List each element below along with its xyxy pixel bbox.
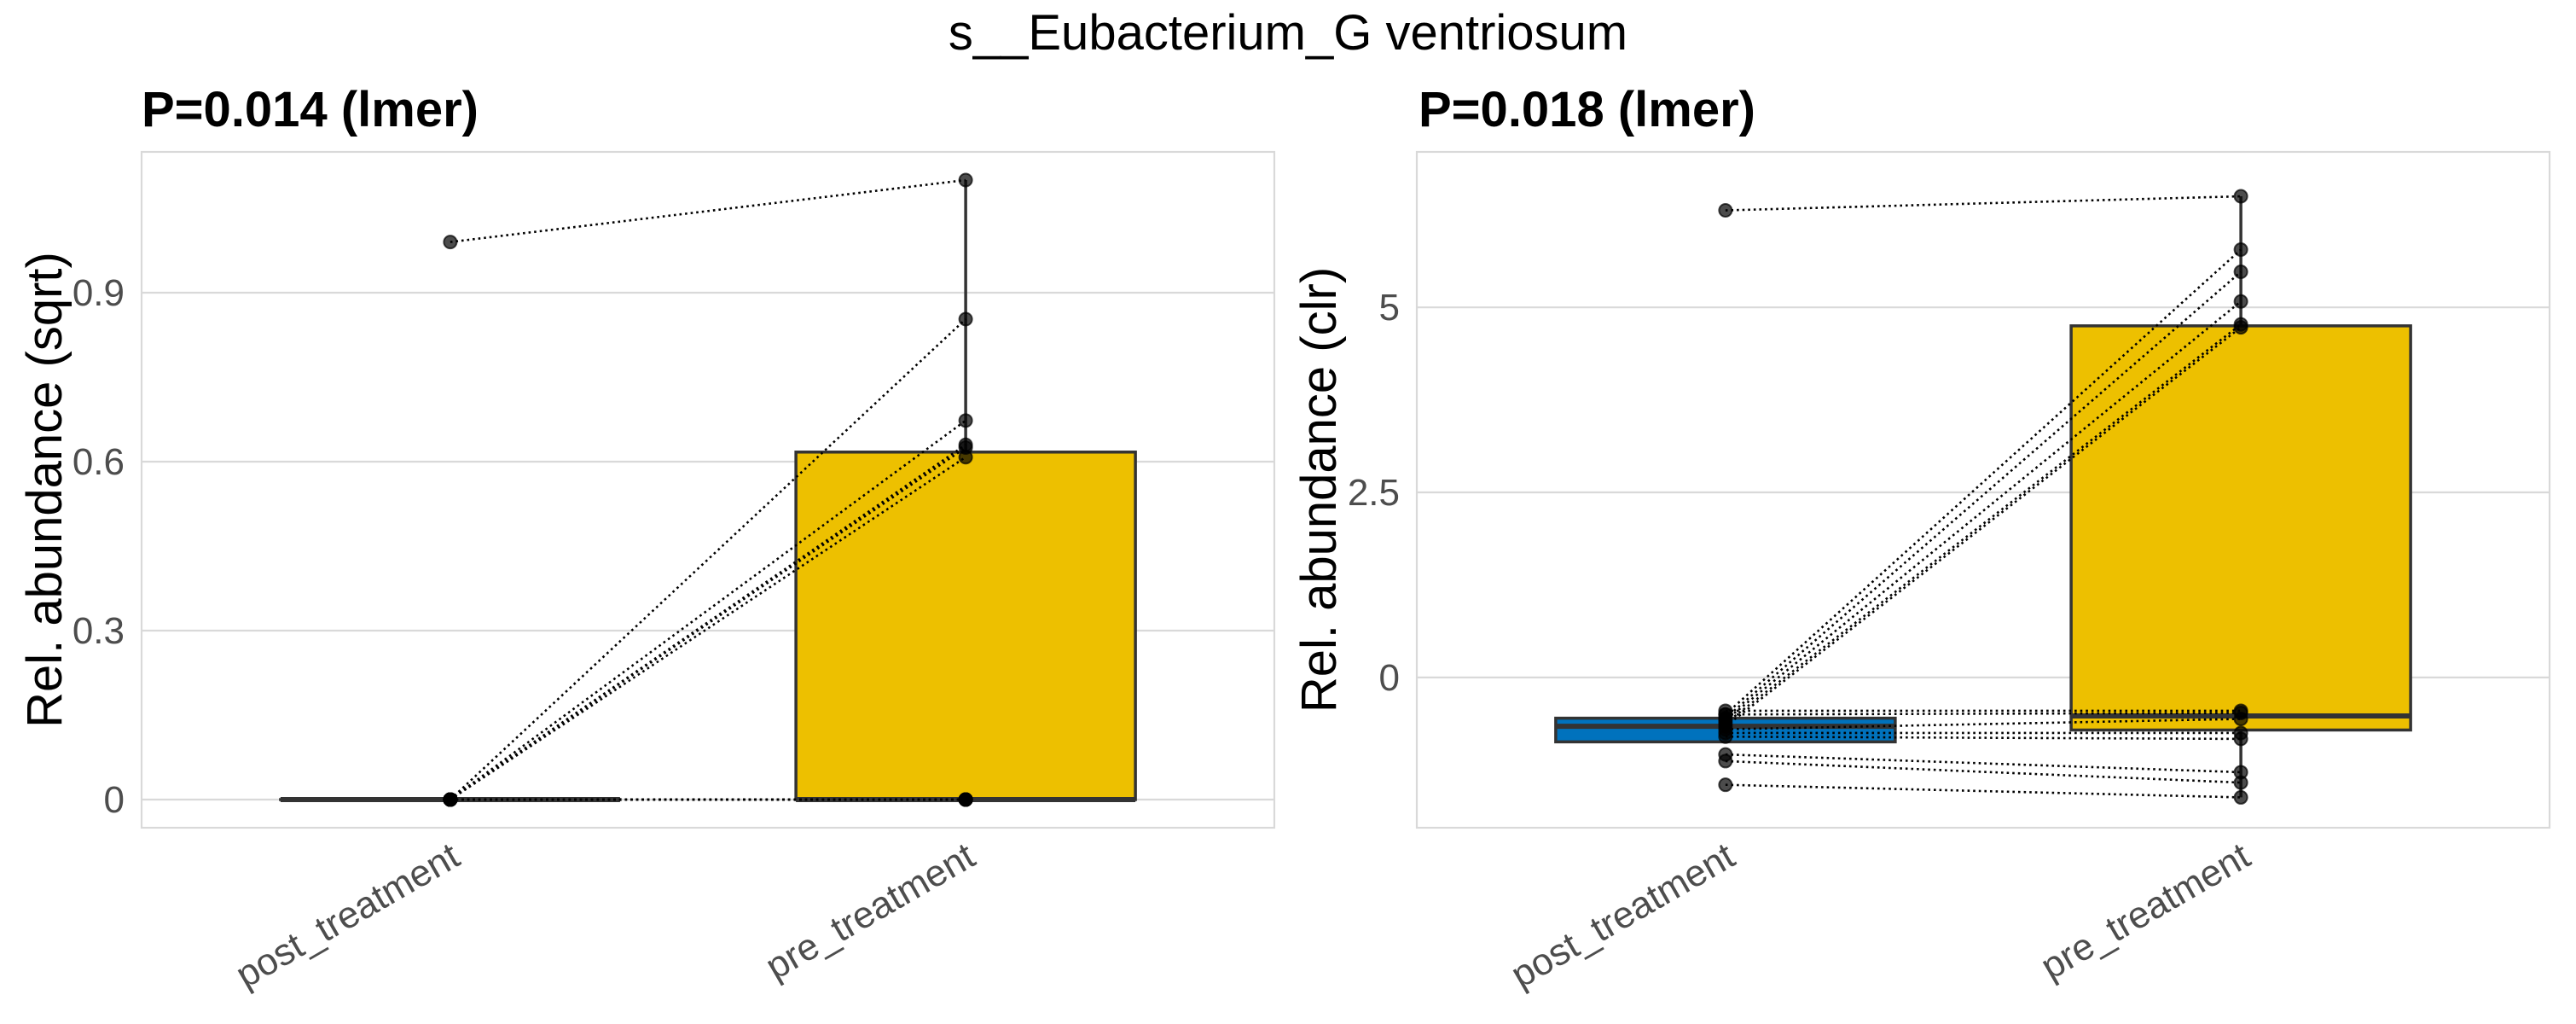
y-tick-label: 0.3 [73, 610, 125, 652]
pair-line [449, 318, 967, 800]
points [443, 172, 973, 807]
y-tick-labels: 0 2.5 5 [1348, 287, 1400, 699]
panel-sqrt: P=0.014 (lmer) Rel. abundance (sqrt) 0 0… [17, 82, 1276, 996]
pair-lines [449, 178, 967, 801]
pair-line [1725, 195, 2242, 212]
panel-title-clr: P=0.018 (lmer) [1419, 82, 1755, 137]
data-point-pre [2233, 789, 2248, 805]
panel-frame [1415, 150, 2551, 829]
points [1718, 189, 2248, 805]
data-point-pre [2233, 265, 2248, 280]
data-point-pre [2233, 320, 2248, 335]
pair-line [1725, 753, 2242, 774]
pair-line [1725, 718, 2242, 730]
data-point-pre [2233, 711, 2248, 726]
pair-line [1725, 271, 2242, 719]
y-tick-label: 0 [104, 779, 125, 821]
x-tick-label: post_treatment [1504, 835, 1742, 996]
pair-line [1725, 759, 2242, 784]
y-tick-label: 2.5 [1348, 472, 1400, 514]
x-tick-label: pre_treatment [758, 835, 982, 987]
data-point-pre [2233, 731, 2248, 747]
pair-lines [1725, 195, 2242, 799]
data-point-pre [958, 172, 973, 188]
data-point-post [1718, 753, 1733, 769]
y-tick-label: 0.9 [73, 272, 125, 314]
data-point-pre [958, 311, 973, 327]
boxes [279, 180, 1137, 802]
data-point-pre [958, 413, 973, 428]
y-tick-label: 0.6 [73, 441, 125, 483]
y-tick-label: 5 [1379, 287, 1400, 329]
pair-line [1725, 783, 2242, 799]
data-point-post [443, 792, 458, 807]
pair-line [450, 456, 966, 801]
pair-line [1725, 300, 2242, 722]
figure-title: s__Eubacterium_G ventriosum [949, 5, 1627, 61]
data-point-post [443, 235, 458, 250]
data-point-post [1718, 707, 1733, 722]
y-tick-labels: 0 0.3 0.6 0.9 [73, 272, 125, 821]
data-point-pre [2233, 242, 2248, 258]
x-tick-labels: post_treatment pre_treatment [1504, 835, 2257, 996]
pair-line [1725, 712, 2242, 716]
data-point-post [1718, 203, 1733, 218]
data-point-post [1718, 777, 1733, 793]
y-axis-label-clr: Rel. abundance (clr) [1291, 267, 1347, 713]
data-point-pre [2233, 294, 2248, 309]
data-point-pre [958, 792, 973, 807]
pair-line [1725, 326, 2242, 728]
x-tick-label: pre_treatment [2034, 835, 2257, 987]
panel-clr: P=0.018 (lmer) Rel. abundance (clr) 0 2.… [1291, 82, 2551, 996]
x-tick-label: post_treatment [229, 835, 467, 996]
pair-line [1725, 736, 2242, 741]
box-pre_treatment [794, 451, 1137, 801]
data-point-pre [2233, 775, 2248, 790]
data-point-post [1718, 729, 1733, 744]
x-tick-labels: post_treatment pre_treatment [229, 835, 982, 996]
panel-frame [140, 150, 1276, 829]
pair-line [1725, 323, 2242, 724]
y-tick-label: 0 [1379, 657, 1400, 699]
y-axis-label-sqrt: Rel. abundance (sqrt) [17, 252, 73, 728]
panel-title-sqrt: P=0.014 (lmer) [142, 82, 479, 137]
pair-line [450, 446, 966, 801]
boxes [1554, 196, 2412, 798]
data-point-pre [958, 450, 973, 465]
pair-line [450, 178, 966, 243]
box-pre_treatment [2069, 324, 2412, 732]
data-point-pre [2233, 189, 2248, 204]
